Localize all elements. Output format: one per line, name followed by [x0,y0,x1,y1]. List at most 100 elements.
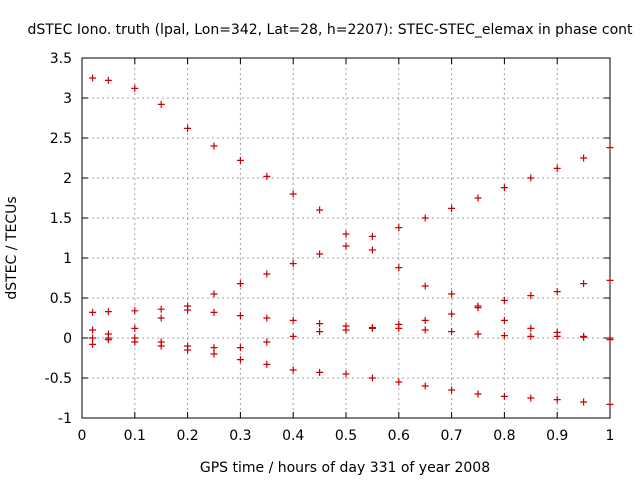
data-point [236,280,244,288]
x-tick-label: 0.7 [440,428,462,444]
data-point [395,224,403,232]
data-point [104,336,112,344]
y-tick-label: 0.5 [50,291,72,307]
x-tick-label: 0.2 [176,428,198,444]
data-point [368,246,376,254]
x-tick-label: 1 [606,428,615,444]
series-4-points [89,276,614,352]
data-point [421,214,429,222]
x-tick-label: 0.8 [493,428,515,444]
data-point [157,305,165,313]
data-point [89,340,97,348]
x-tick-label: 0.5 [335,428,357,444]
data-point [368,374,376,382]
y-axis-label: dSTEC / TECUs [4,196,20,299]
data-point [553,396,561,404]
data-point [553,164,561,172]
data-point [104,76,112,84]
data-point [342,242,350,250]
axis-ticks: 0 0.1 0.2 0.3 0.4 0.5 0.6 0.7 0.8 0.9 1 -1 -0.5 0 0.5 1… [45,51,615,444]
data-point [421,316,429,324]
data-points [89,74,614,408]
y-tick-label: 3 [63,91,72,107]
data-point [157,314,165,322]
data-point [263,314,271,322]
data-point [263,172,271,180]
data-point [263,270,271,278]
data-point [210,350,218,358]
x-tick-label: 0.4 [282,428,304,444]
data-point [263,360,271,368]
data-point [89,74,97,82]
series-1-points [89,74,614,344]
data-point [342,230,350,238]
data-point [527,174,535,182]
y-tick-label: 0 [63,331,72,347]
data-point [263,338,271,346]
data-point [131,307,139,315]
data-point [104,308,112,316]
data-point [580,398,588,406]
data-point [316,250,324,258]
data-point [316,206,324,214]
y-tick-label: 2 [63,171,72,187]
data-point [316,368,324,376]
data-point [289,332,297,340]
data-point [157,342,165,350]
data-point [500,392,508,400]
data-point [89,308,97,316]
data-point [157,100,165,108]
data-point [448,310,456,318]
data-point [131,338,139,346]
data-point [342,326,350,334]
x-tick-label: 0.9 [546,428,568,444]
data-point [606,334,614,342]
chart-title: dSTEC Iono. truth (lpal, Lon=342, Lat=28… [27,22,633,38]
data-point [500,316,508,324]
data-point [236,356,244,364]
data-point [500,332,508,340]
data-point [184,306,192,314]
data-point [474,304,482,312]
data-point [236,312,244,320]
data-point [421,282,429,290]
data-point [210,344,218,352]
data-point [527,332,535,340]
y-tick-label: 3.5 [50,51,72,67]
series-5-points [89,334,614,408]
y-tick-label: -1 [58,411,72,427]
data-point [289,260,297,268]
data-point [316,328,324,336]
data-point [184,124,192,132]
data-point [210,308,218,316]
data-point [395,378,403,386]
y-tick-label: 1.5 [50,211,72,227]
y-tick-label: 2.5 [50,131,72,147]
data-point [500,184,508,192]
x-tick-label: 0 [78,428,87,444]
data-point [368,324,376,332]
data-point [210,290,218,298]
data-point [421,326,429,334]
data-point [184,346,192,354]
data-point [236,344,244,352]
data-point [527,324,535,332]
data-point [553,288,561,296]
data-point [474,330,482,338]
data-point [448,328,456,336]
data-point [210,142,218,150]
data-point [395,264,403,272]
data-point [527,394,535,402]
data-point [236,156,244,164]
data-point [289,316,297,324]
data-point [316,320,324,328]
x-tick-label: 0.1 [124,428,146,444]
x-axis-label: GPS time / hours of day 331 of year 2008 [200,460,490,476]
data-point [500,296,508,304]
series-2-points [89,144,614,348]
data-point [289,190,297,198]
data-point [580,154,588,162]
data-point [368,232,376,240]
